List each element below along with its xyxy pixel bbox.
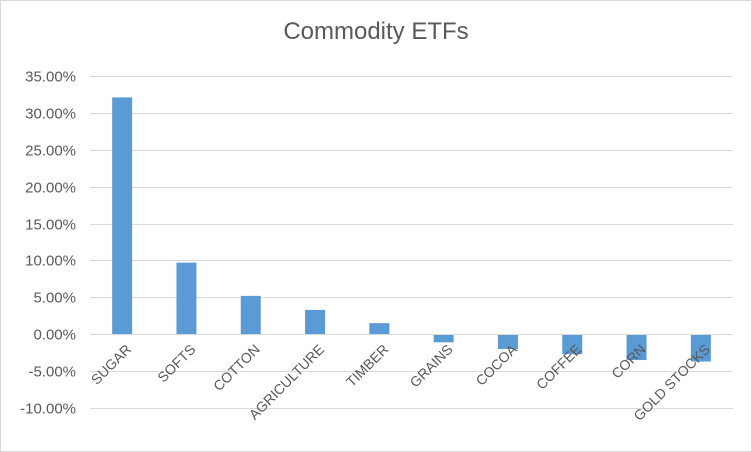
y-tick-label: 10.00% <box>25 253 76 270</box>
bar-softs <box>176 262 197 335</box>
category-label: GRAINS <box>406 341 455 390</box>
y-tick-label: 35.00% <box>25 69 76 86</box>
category-label: SUGAR <box>88 341 135 388</box>
bar-timber <box>369 323 390 335</box>
category-label: COTTON <box>210 341 263 394</box>
category-label: SOFTS <box>154 341 198 385</box>
category-label: COCOA <box>472 341 520 389</box>
bar-grains <box>433 334 454 343</box>
bar-cocoa <box>497 334 518 349</box>
grid-lines <box>90 76 733 409</box>
y-tick-label: -10.00% <box>20 401 76 418</box>
y-tick-label: 0.00% <box>33 327 76 344</box>
category-label: COFFEE <box>533 341 584 392</box>
bar-gold-stocks <box>690 334 711 362</box>
bar-corn <box>626 334 647 361</box>
y-tick-label: 25.00% <box>25 143 76 160</box>
category-label: TIMBER <box>343 341 392 390</box>
y-axis-tick-labels: 35.00% 30.00% 25.00% 20.00% 15.00% 10.00% 5.00… <box>20 69 76 418</box>
bar-agriculture <box>305 309 326 335</box>
bars <box>112 97 711 362</box>
chart-title: Commodity ETFs <box>283 18 469 45</box>
y-tick-label: 20.00% <box>25 180 76 197</box>
bar-cotton <box>240 295 261 335</box>
bar-sugar <box>112 97 133 335</box>
y-tick-label: 15.00% <box>25 217 76 234</box>
y-tick-label: 5.00% <box>33 290 76 307</box>
y-tick-label: -5.00% <box>28 364 76 381</box>
bar-coffee <box>562 334 583 355</box>
y-tick-label: 30.00% <box>25 106 76 123</box>
